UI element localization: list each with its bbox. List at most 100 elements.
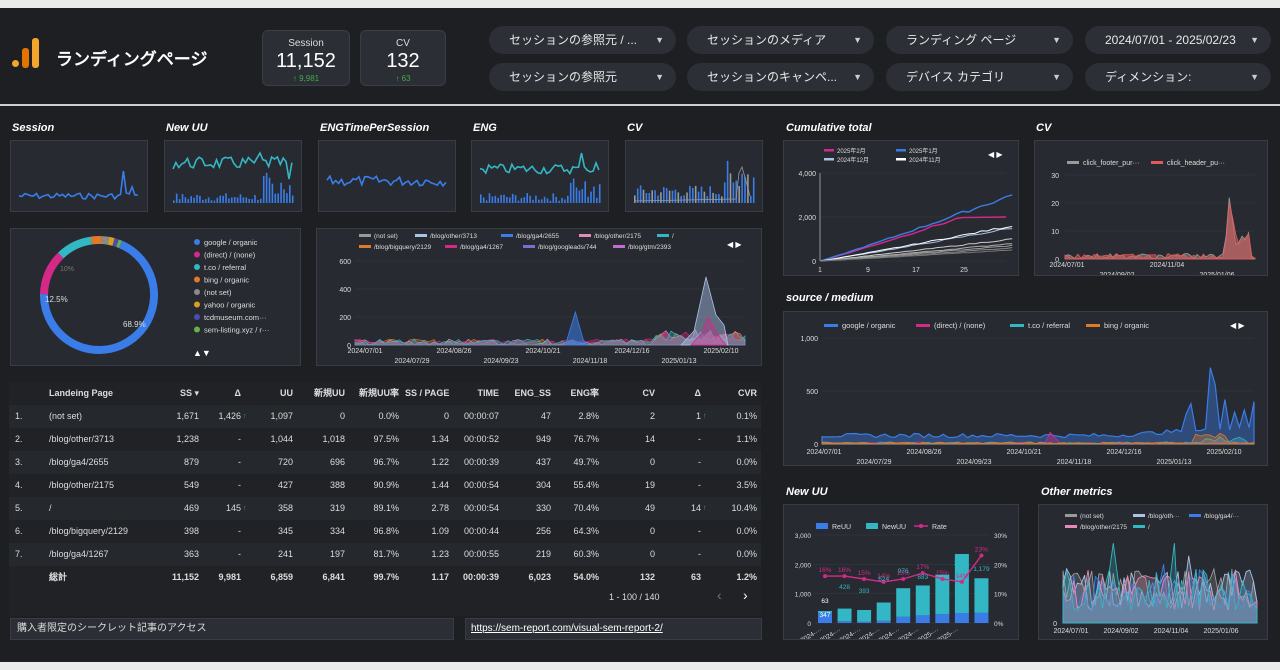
rate-point bbox=[881, 579, 886, 584]
table-row[interactable]: 4. /blog/other/2175 549 - 427 388 90.9% 1.44 00:… bbox=[9, 474, 761, 497]
column-header[interactable]: CVR bbox=[737, 388, 757, 398]
table-cell: 145 bbox=[225, 503, 241, 513]
bar-data-label: 883 bbox=[917, 574, 928, 581]
table-cell: 90.9% bbox=[373, 480, 399, 490]
trend-up-icon: ↑ bbox=[243, 505, 247, 512]
column-header[interactable]: CV bbox=[642, 388, 655, 398]
sparkline-bar bbox=[683, 195, 685, 203]
sparkline-bar bbox=[721, 196, 723, 203]
report-link[interactable]: https://sem-report.com/visual-sem-report… bbox=[465, 618, 762, 640]
table-cell: 54.0% bbox=[573, 572, 599, 582]
table-total-row[interactable]: 総計 11,152 9,981 6,859 6,841 99.7% 1.17 00:00:39… bbox=[9, 566, 761, 589]
column-header[interactable]: TIME bbox=[477, 388, 500, 398]
filter-source[interactable]: セッションの参照元 ▼ bbox=[489, 63, 676, 91]
table-cell: 63 bbox=[690, 572, 701, 582]
filter-dimension[interactable]: ディメンション: ▼ bbox=[1085, 63, 1271, 91]
legend-item: tcdmuseum.com··· bbox=[204, 313, 267, 322]
bar-reuu bbox=[837, 621, 852, 623]
filter-medium[interactable]: セッションのメディア ▼ bbox=[687, 26, 874, 54]
sparkline-bar bbox=[497, 197, 499, 203]
header-divider bbox=[0, 104, 1280, 106]
column-header[interactable]: SS ▾ bbox=[179, 388, 199, 398]
column-header[interactable]: Δ bbox=[694, 388, 701, 398]
sparkline-bar bbox=[677, 192, 680, 203]
legend-item: /blog/oth··· bbox=[1148, 513, 1179, 520]
series-line bbox=[819, 226, 1013, 262]
x-tick: 2024/11/18 bbox=[1057, 459, 1092, 465]
y-tick: 30 bbox=[1051, 173, 1059, 180]
source-medium-title: source / medium bbox=[786, 292, 874, 304]
filter-source-medium[interactable]: セッションの参照元 / ... ▼ bbox=[489, 26, 676, 54]
date-range-picker[interactable]: 2024/07/01 - 2025/02/23 ▼ bbox=[1085, 26, 1271, 54]
y-tick: 1,000 bbox=[800, 336, 818, 343]
legend-item: /blog/ga4/··· bbox=[1204, 513, 1239, 520]
column-header[interactable]: ENG率 bbox=[570, 388, 599, 398]
legend-item: / bbox=[1148, 524, 1150, 531]
x-tick: 2025/01/13 bbox=[1156, 459, 1191, 465]
legend-item: (not set) bbox=[204, 288, 232, 297]
legend-marker bbox=[866, 523, 878, 529]
sparkline-bar bbox=[674, 189, 677, 203]
x-tick: 17 bbox=[912, 267, 920, 274]
table-row[interactable]: 6. /blog/bigquery/2129 398 - 345 334 96.8% 1.09… bbox=[9, 520, 761, 543]
legend-marker bbox=[1086, 324, 1100, 327]
table-cell: 81.7% bbox=[373, 549, 399, 559]
table-cell: 96.7% bbox=[373, 457, 399, 467]
donut-slice bbox=[112, 238, 119, 247]
trend-up-icon: ↑ bbox=[703, 413, 707, 420]
table-row[interactable]: 5./469 145 ↑ 358 319 89.1% 2.78 00:00:54 330 70.4… bbox=[9, 497, 761, 520]
sparkline-bar bbox=[686, 192, 688, 203]
table-cell: 696 bbox=[329, 457, 345, 467]
filter-device[interactable]: デバイス カテゴリ ▼ bbox=[886, 63, 1073, 91]
sparkline-bar bbox=[225, 193, 227, 203]
sparkline-line bbox=[18, 170, 138, 201]
table-cell: - bbox=[698, 480, 701, 490]
next-page-icon[interactable]: › bbox=[743, 587, 748, 603]
bar-data-label: 63 bbox=[821, 598, 829, 605]
sparkline-bar bbox=[712, 192, 714, 203]
series-area bbox=[821, 432, 1255, 445]
sparkline-bar bbox=[752, 177, 755, 203]
filter-landing-page[interactable]: ランディング ページ ▼ bbox=[886, 26, 1073, 54]
newuu-panel: ReUU NewUU Rate 3,000 2,000 1,000 0 30% 20% 10% 0%… bbox=[783, 504, 1019, 644]
bar-reuu bbox=[915, 615, 930, 623]
sparkline-bar bbox=[280, 182, 282, 203]
table-cell: - bbox=[698, 526, 701, 536]
sparkline-bar bbox=[271, 183, 274, 203]
column-header[interactable]: Δ bbox=[234, 388, 241, 398]
sparkline-bar bbox=[697, 191, 700, 203]
table-cell: 1.09 bbox=[431, 526, 449, 536]
sparkline-bar bbox=[204, 199, 207, 203]
sparkline-bar bbox=[491, 196, 494, 203]
table-cell: 10.4% bbox=[731, 503, 757, 513]
table-row[interactable]: 2. /blog/other/3713 1,238 - 1,044 1,018 97.5% 1… bbox=[9, 428, 761, 451]
table-cell: 7. bbox=[15, 549, 23, 559]
table-row[interactable]: 7. /blog/ga4/1267 363 - 241 197 81.7% 1.23 00:00… bbox=[9, 543, 761, 566]
table-cell: 1,097 bbox=[270, 411, 293, 421]
y-tick: 20 bbox=[1051, 201, 1059, 208]
table-cell: /blog/ga4/2655 bbox=[49, 457, 109, 467]
prev-page-icon[interactable]: ‹ bbox=[717, 587, 722, 603]
table-cell: 19 bbox=[644, 480, 655, 490]
column-header[interactable]: Landeing Page bbox=[49, 388, 114, 398]
column-header[interactable]: 新規UU率 bbox=[359, 388, 399, 398]
legend-item: 2024年11月 bbox=[909, 156, 941, 164]
column-header[interactable]: SS / PAGE bbox=[405, 388, 450, 398]
table-row[interactable]: 3. /blog/ga4/2655 879 - 720 696 96.7% 1.22 00:00… bbox=[9, 451, 761, 474]
new-uu-chart: ReUU NewUU Rate 3,000 2,000 1,000 0 30% 20% 10% 0%… bbox=[795, 523, 1007, 644]
legend-marker bbox=[501, 234, 513, 237]
column-header[interactable]: 新規UU bbox=[314, 388, 345, 398]
y-tick: 600 bbox=[339, 259, 351, 266]
legend-item: yahoo / organic bbox=[204, 301, 256, 310]
sparkline-bar bbox=[663, 187, 665, 203]
legend-item: google / organic bbox=[204, 238, 258, 247]
chevron-down-icon: ▼ bbox=[853, 72, 862, 82]
column-header[interactable]: UU bbox=[280, 388, 293, 398]
table-cell: 219 bbox=[535, 549, 551, 559]
legend-marker bbox=[194, 314, 200, 320]
column-header[interactable]: ENG_SS bbox=[514, 388, 551, 398]
table-row[interactable]: 1. (not set) 1,671 1,426 ↑ 1,097 0 0.0% 0 00:00:0… bbox=[9, 405, 761, 428]
filter-campaign[interactable]: セッションのキャンペ... ▼ bbox=[687, 63, 874, 91]
table-cell: 70.4% bbox=[573, 503, 599, 513]
table-cell: 0.0% bbox=[736, 526, 757, 536]
